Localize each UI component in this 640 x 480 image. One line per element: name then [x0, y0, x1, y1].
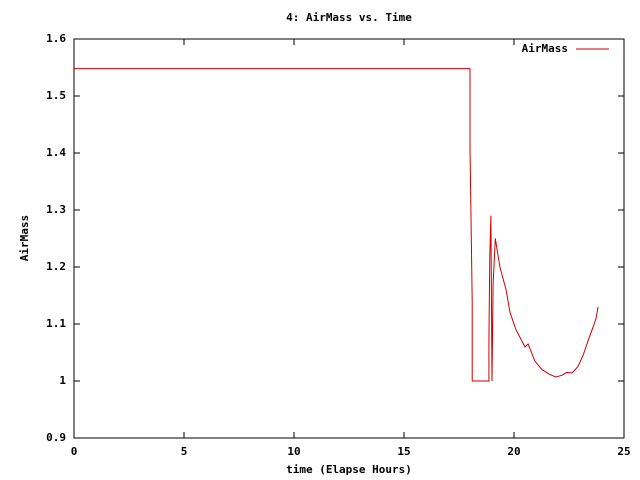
legend-label: AirMass: [522, 42, 568, 55]
y-tick-label: 0.9: [46, 431, 66, 444]
x-tick-label: 20: [507, 445, 520, 458]
plot-frame: [73, 38, 625, 439]
y-tick-label: 1.6: [46, 32, 66, 45]
y-tick-label: 1.3: [46, 203, 66, 216]
y-tick-label: 1: [59, 374, 66, 387]
x-axis-label: time (Elapse Hours): [286, 463, 412, 476]
x-tick-label: 5: [181, 445, 188, 458]
y-tick-label: 1.2: [46, 260, 66, 273]
y-tick-label: 1.4: [46, 146, 66, 159]
x-tick-label: 15: [397, 445, 410, 458]
chart-title: 4: AirMass vs. Time: [286, 11, 412, 24]
x-tick-label: 10: [287, 445, 300, 458]
y-axis-label: AirMass: [18, 215, 31, 261]
x-tick-label: 0: [71, 445, 78, 458]
y-tick-label: 1.5: [46, 89, 66, 102]
x-tick-label: 25: [617, 445, 630, 458]
data-line: [74, 68, 599, 382]
y-tick-label: 1.1: [46, 317, 66, 330]
